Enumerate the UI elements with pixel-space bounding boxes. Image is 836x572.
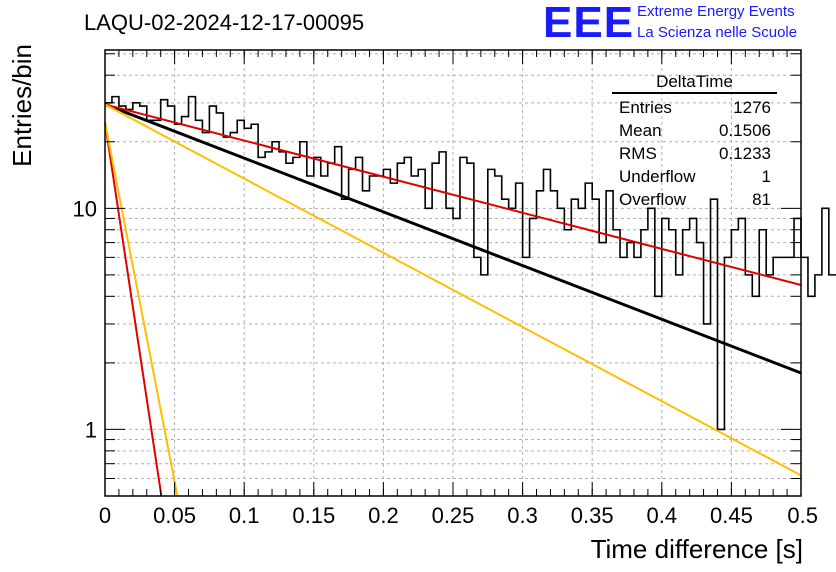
- y-axis-label: Entries/bin: [7, 44, 37, 167]
- stats-box: DeltaTime Entries 1276 Mean 0.1506 RMS 0…: [612, 72, 777, 211]
- stats-value: 1276: [733, 98, 771, 117]
- stats-label: Overflow: [619, 190, 687, 209]
- fit-line: [104, 122, 163, 497]
- x-tick-label: 0.25: [432, 503, 475, 528]
- logo-line-1: Extreme Energy Events: [637, 3, 795, 20]
- chart-title: LAQU-02-2024-12-17-00095: [84, 10, 365, 35]
- stats-value: 0.1233: [719, 144, 771, 163]
- stats-row: Overflow 81: [612, 188, 777, 211]
- x-tick-label: 0.05: [153, 503, 196, 528]
- fit-line: [104, 103, 802, 477]
- fit-line: [104, 103, 802, 375]
- stats-value: 81: [752, 190, 771, 209]
- stats-row: Entries 1276: [612, 96, 777, 119]
- logo-line-2: La Scienza nelle Scuole: [637, 24, 798, 41]
- stats-value: 1: [761, 167, 771, 186]
- stats-label: RMS: [619, 144, 657, 163]
- x-tick-label: 0.45: [710, 503, 753, 528]
- x-tick-label: 0.5: [787, 503, 818, 528]
- fit-line: [104, 122, 179, 497]
- x-tick-label: 0.15: [292, 503, 335, 528]
- x-tick-label: 0.1: [229, 503, 260, 528]
- y-tick-label: 1: [85, 417, 97, 442]
- x-tick-label: 0.2: [368, 503, 399, 528]
- eee-logo: EEE: [543, 0, 635, 47]
- tick-labels: 0 0.05 0.1 0.15 0.2 0.25 0.3 0.35 0.4 0.45 0.5 1 10: [73, 196, 818, 528]
- stats-label: Mean: [619, 121, 662, 140]
- stats-title: DeltaTime: [612, 72, 777, 94]
- stats-row: Underflow 1: [612, 165, 777, 188]
- histogram-series: [105, 95, 836, 431]
- x-tick-label: 0.3: [507, 503, 538, 528]
- stats-row: Mean 0.1506: [612, 119, 777, 142]
- stats-value: 0.1506: [719, 121, 771, 140]
- stats-label: Underflow: [619, 167, 696, 186]
- fit-lines: [104, 103, 802, 497]
- axis-ticks: [104, 50, 802, 497]
- x-tick-label: 0.35: [571, 503, 614, 528]
- x-tick-label: 0.4: [647, 503, 678, 528]
- x-axis-label: Time difference [s]: [591, 534, 803, 564]
- histogram-steps: [105, 95, 836, 431]
- stats-row: RMS 0.1233: [612, 142, 777, 165]
- x-tick-label: 0: [99, 503, 111, 528]
- fit-line: [104, 103, 802, 286]
- y-tick-label: 10: [73, 196, 97, 221]
- stats-label: Entries: [619, 98, 672, 117]
